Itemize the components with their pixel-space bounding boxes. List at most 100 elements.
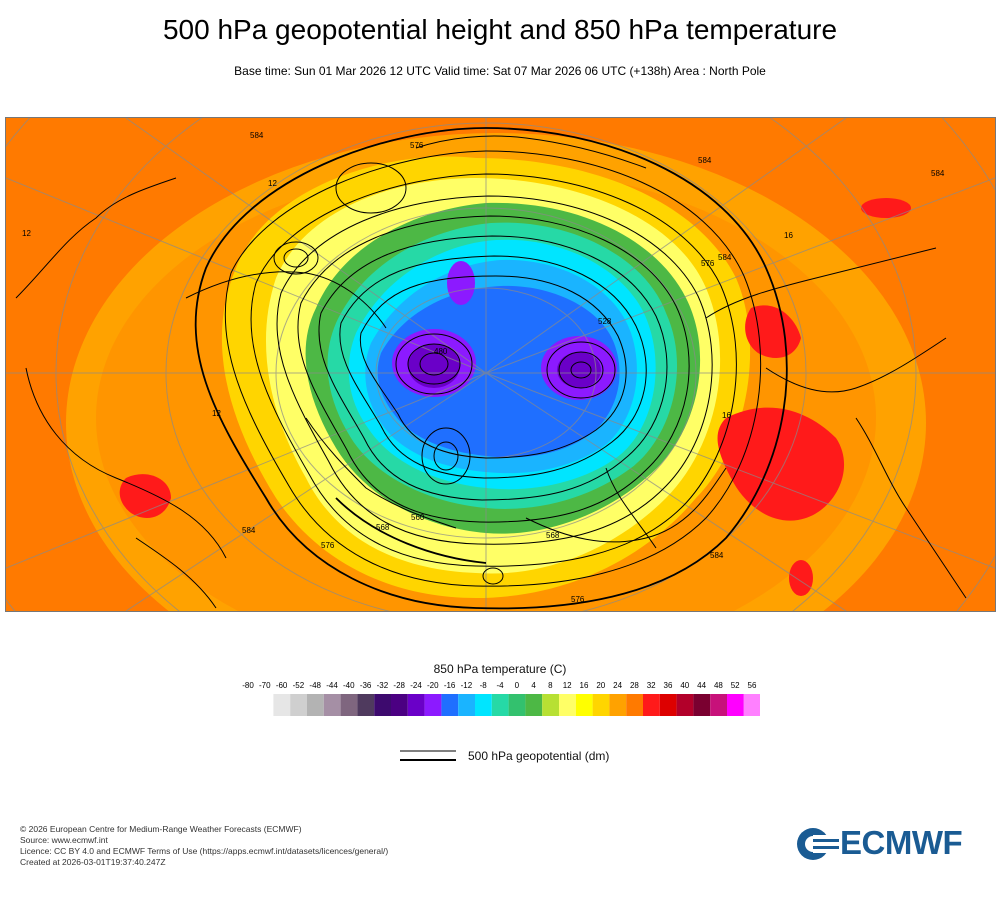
colorbar-tick-label: -8 bbox=[480, 681, 488, 690]
colorbar-swatch bbox=[424, 694, 442, 716]
colorbar-swatch bbox=[374, 694, 391, 716]
contour-label: 12 bbox=[212, 409, 221, 418]
geopotential-contours bbox=[194, 127, 788, 610]
colorbar-tick-label: 20 bbox=[596, 681, 605, 690]
contour-label: 584 bbox=[250, 131, 264, 140]
colorbar-tick-label: 56 bbox=[748, 681, 757, 690]
colorbar-swatch bbox=[727, 694, 744, 716]
temperature-colorbar: -80 -70 -60 -52 -48 -44 -40 -36 -32 -28 -24 -20 -16-… bbox=[240, 678, 760, 718]
colorbar-swatch bbox=[357, 694, 375, 716]
temp-zone-blue bbox=[377, 285, 620, 458]
colorbar-tick-label: 8 bbox=[548, 681, 553, 690]
colorbar-swatch bbox=[407, 694, 425, 716]
colorbar-swatch bbox=[340, 694, 358, 716]
colorbar-swatch bbox=[525, 694, 543, 716]
colorbar-swatch bbox=[710, 694, 727, 716]
ecmwf-logo-text: ECMWF bbox=[840, 824, 963, 861]
colorbar-tick-label: -40 bbox=[343, 681, 355, 690]
colorbar-tick-label: -20 bbox=[427, 681, 439, 690]
line-legend-label: 500 hPa geopotential (dm) bbox=[468, 749, 610, 763]
colorbar-swatch bbox=[391, 694, 408, 716]
colorbar-swatch bbox=[592, 694, 610, 716]
colorbar-swatch bbox=[676, 694, 694, 716]
created-text: Created at 2026-03-01T19:37:40.247Z bbox=[20, 857, 166, 867]
colorbar-tick-label: -4 bbox=[496, 681, 504, 690]
colorbar-tick-label: -48 bbox=[309, 681, 321, 690]
contour-label: 480 bbox=[434, 347, 448, 356]
colorbar-tick-label: -60 bbox=[276, 681, 288, 690]
coastlines bbox=[15, 135, 967, 609]
colorbar-tick-label: -44 bbox=[326, 681, 338, 690]
colorbar-swatch bbox=[743, 694, 760, 716]
contour-label: 528 bbox=[598, 317, 612, 326]
contour-label: 584 bbox=[718, 253, 732, 262]
colorbar-swatch bbox=[458, 694, 475, 716]
colorbar-swatch bbox=[323, 694, 341, 716]
graticule bbox=[6, 118, 995, 611]
warm-spot-asia bbox=[717, 407, 845, 521]
colorbar-swatch bbox=[693, 694, 711, 716]
chart-subtitle: Base time: Sun 01 Mar 2026 12 UTC Valid … bbox=[234, 64, 766, 78]
contour-label: 576 bbox=[701, 259, 715, 268]
colorbar-swatch bbox=[609, 694, 627, 716]
contour-label: 576 bbox=[321, 541, 335, 550]
colorbar-tick-label: -16 bbox=[444, 681, 456, 690]
colorbar-swatch bbox=[290, 694, 307, 716]
colorbar-swatch bbox=[475, 694, 492, 716]
colorbar-tick-label: -52 bbox=[293, 681, 305, 690]
colorbar-tick-label: -24 bbox=[410, 681, 422, 690]
colorbar-tick-label: -80 bbox=[242, 681, 254, 690]
colorbar-tick-label: 24 bbox=[613, 681, 622, 690]
colorbar-tick-label: -12 bbox=[461, 681, 473, 690]
contour-label: 584 bbox=[931, 169, 945, 178]
colorbar-swatch bbox=[559, 694, 576, 716]
colorbar-swatch bbox=[626, 694, 643, 716]
copyright-text: © 2026 European Centre for Medium-Range … bbox=[20, 824, 302, 834]
legend-title: 850 hPa temperature (C) bbox=[433, 662, 567, 676]
colorbar-tick-label: 4 bbox=[531, 681, 536, 690]
colorbar-swatch bbox=[542, 694, 559, 716]
colorbar-tick-label: -70 bbox=[259, 681, 271, 690]
ecmwf-logo: ECMWF bbox=[795, 824, 985, 862]
colorbar-swatch bbox=[491, 694, 509, 716]
contour-label: 576 bbox=[410, 141, 424, 150]
contour-label: 16 bbox=[784, 231, 793, 240]
colorbar-tick-label: 36 bbox=[664, 681, 673, 690]
footer: © 2026 European Centre for Medium-Range … bbox=[20, 824, 388, 868]
colorbar-swatch bbox=[659, 694, 677, 716]
colorbar-tick-label: 12 bbox=[563, 681, 572, 690]
colorbar-tick-label: -28 bbox=[393, 681, 405, 690]
contour-label: 568 bbox=[376, 523, 390, 532]
licence-text: Licence: CC BY 4.0 and ECMWF Terms of Us… bbox=[20, 846, 389, 856]
colorbar-swatch bbox=[643, 694, 660, 716]
colorbar-tick-label: 16 bbox=[580, 681, 589, 690]
line-legend: 500 hPa geopotential (dm) bbox=[398, 746, 658, 766]
contour-line-icon bbox=[400, 750, 456, 761]
contour-label: 12 bbox=[268, 179, 277, 188]
colorbar-swatch bbox=[508, 694, 526, 716]
contour-label: 584 bbox=[698, 156, 712, 165]
source-text: Source: www.ecmwf.int bbox=[20, 835, 108, 845]
ecmwf-logo-icon bbox=[797, 828, 839, 860]
colorbar-tick-label: -36 bbox=[360, 681, 372, 690]
colorbar-swatch bbox=[273, 694, 291, 716]
colorbar-tick-label: 32 bbox=[647, 681, 656, 690]
colorbar-tick-label: 28 bbox=[630, 681, 639, 690]
colorbar-swatch bbox=[575, 694, 593, 716]
colorbar-tick-label: 48 bbox=[714, 681, 723, 690]
colorbar-tick-label: 0 bbox=[515, 681, 520, 690]
contour-label: 568 bbox=[546, 531, 560, 540]
colorbar-tick-label: 52 bbox=[731, 681, 740, 690]
colorbar-swatch bbox=[441, 694, 459, 716]
colorbar-tick-label: 44 bbox=[697, 681, 706, 690]
contour-label: 584 bbox=[242, 526, 256, 535]
map-svg: 584 576 584 584 576 568 560 576 584 584 … bbox=[6, 118, 995, 611]
contour-labels: 584 576 584 584 576 568 560 576 584 584 … bbox=[22, 131, 945, 604]
contour-label: 12 bbox=[22, 229, 31, 238]
contour-label: 584 bbox=[710, 551, 724, 560]
contour-label: 16 bbox=[722, 411, 731, 420]
chart-title: 500 hPa geopotential height and 850 hPa … bbox=[162, 14, 838, 45]
weather-map: 584 576 584 584 576 568 560 576 584 584 … bbox=[5, 117, 996, 612]
contour-label: 576 bbox=[571, 595, 585, 604]
colorbar-tick-label: 40 bbox=[680, 681, 689, 690]
